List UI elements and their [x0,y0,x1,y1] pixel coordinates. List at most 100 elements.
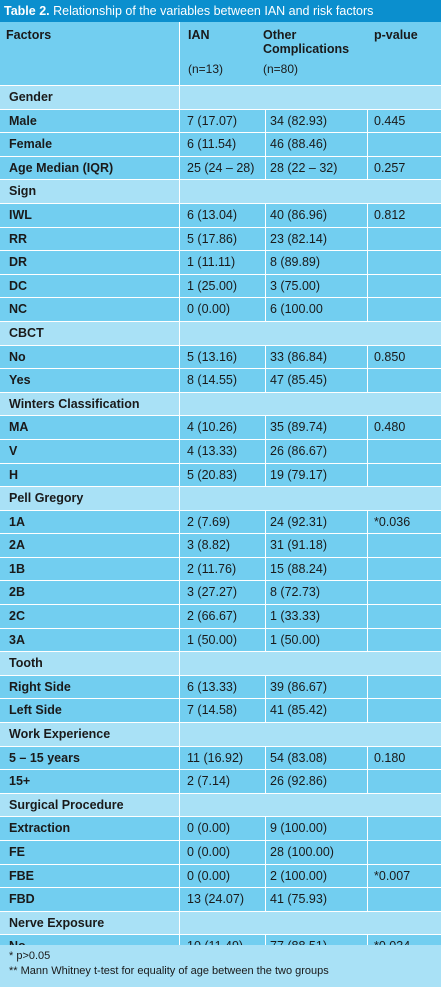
factor-cell: H [0,463,180,487]
ian-cell: 3 (27.27) [180,581,266,605]
header-factors: Factors [0,22,180,85]
table-row: No 5 (13.16) 33 (86.84) 0.850 [0,345,441,370]
pvalue-cell [368,275,441,298]
pvalue-cell: 0.812 [374,207,406,222]
pvalue-cell [368,817,441,840]
section-filler [180,86,441,109]
header-other-label: Other Complications [263,28,350,56]
other-cell: 54 (83.08) [266,746,368,770]
factor-cell: Extraction [0,817,180,840]
table-row: FBD 13 (24.07) 41 (75.93) [0,888,441,912]
other-cell: 1 (50.00) [266,628,368,652]
section-label: Winters Classification [0,392,180,416]
table-row: Yes 8 (14.55) 47 (85.45) [0,369,441,393]
table-row: 15+ 2 (7.14) 26 (92.86) [0,770,441,794]
section-label: Work Experience [0,723,180,746]
factor-cell: 15+ [0,770,180,793]
pvalue-cell [368,534,441,557]
section-filler [180,322,441,345]
table-row: FBE 0 (0.00) 2 (100.00) *0.007 [0,864,441,889]
factor-cell: Age Median (IQR) [0,156,180,180]
factor-cell: DC [0,274,180,298]
section-filler [180,393,441,416]
header-ian: IAN (n=13) [180,22,259,85]
section-label: Nerve Exposure [0,911,180,935]
section-label: Sign [0,180,180,203]
section-row: Sign [0,180,441,204]
ian-cell: 3 (8.82) [180,534,266,557]
factor-cell: 1B [0,557,180,581]
ian-cell: 5 (13.16) [180,345,266,369]
pvalue-cell [368,464,441,487]
section-filler [180,652,441,675]
table-row: Left Side 7 (14.58) 41 (85.42) [0,699,441,724]
other-cell: 41 (85.42) [266,699,368,723]
ian-cell: 2 (7.14) [180,770,266,793]
other-cell: 6 (100.00 [266,298,368,321]
ian-cell: 6 (11.54) [180,133,266,156]
pvalue-cell [368,581,441,604]
other-cell: 9 (100.00) [266,817,368,840]
other-cell: 41 (75.93) [266,888,368,911]
section-row: Pell Gregory [0,487,441,511]
section-row: Work Experience [0,723,441,747]
ian-cell: 0 (0.00) [180,864,266,888]
factor-cell: Female [0,133,180,156]
section-filler [180,912,441,935]
header-ian-label: IAN [188,28,210,42]
pvalue-cell [368,888,441,911]
table-row: IWL 6 (13.04) 40 (86.96) 0.812 [0,203,441,228]
factor-cell: Right Side [0,675,180,699]
ian-cell: 7 (17.07) [180,109,266,133]
ian-cell: 7 (14.58) [180,699,266,723]
factor-cell: FBD [0,888,180,911]
other-cell: 3 (75.00) [266,274,368,298]
section-row: Winters Classification [0,392,441,417]
pvalue-cell: 0.445 [374,113,406,128]
factor-cell: NC [0,298,180,321]
section-row: CBCT [0,321,441,346]
other-cell: 26 (86.67) [266,439,368,463]
other-cell: 34 (82.93) [266,109,368,133]
other-cell: 23 (82.14) [266,227,368,251]
table-row: Age Median (IQR) 25 (24 – 28) 28 (22 – 32)… [0,156,441,181]
pvalue-cell [368,841,441,864]
ian-cell: 1 (11.11) [180,251,266,274]
section-label: Surgical Procedure [0,793,180,817]
other-cell: 15 (88.24) [266,557,368,581]
other-cell: 31 (91.18) [266,534,368,557]
other-cell: 19 (79.17) [266,463,368,487]
other-cell: 1 (33.33) [266,605,368,628]
ian-cell: 8 (14.55) [180,369,266,392]
table-row: 2C 2 (66.67) 1 (33.33) [0,605,441,629]
pvalue-cell: *0.007 [374,868,411,883]
table-row: 5 – 15 years 11 (16.92) 54 (83.08) 0.180 [0,746,441,771]
other-cell: 8 (89.89) [266,251,368,274]
ian-cell: 13 (24.07) [180,888,266,911]
section-label: CBCT [0,321,180,345]
pvalue-cell [368,298,441,321]
pvalue-cell [368,770,441,793]
table-row: Male 7 (17.07) 34 (82.93) 0.445 [0,109,441,134]
ian-cell: 2 (11.76) [180,557,266,581]
factor-cell: 1A [0,510,180,534]
other-cell: 40 (86.96) [266,203,368,227]
table-title: Table 2. Relationship of the variables b… [0,0,441,22]
other-cell: 47 (85.45) [266,369,368,392]
section-label: Pell Gregory [0,487,180,510]
factor-cell: RR [0,227,180,251]
table-header: Factors IAN (n=13) Other Complications (… [0,22,441,86]
table-caption: Relationship of the variables between IA… [49,4,374,18]
factor-cell: FBE [0,864,180,888]
table-row: 2B 3 (27.27) 8 (72.73) [0,581,441,606]
other-cell: 39 (86.67) [266,675,368,699]
table-row: 2A 3 (8.82) 31 (91.18) [0,534,441,558]
ian-cell: 1 (50.00) [180,628,266,652]
pvalue-cell [368,369,441,392]
pvalue-cell [368,228,441,251]
other-cell: 26 (92.86) [266,770,368,793]
pvalue-cell [368,676,441,699]
table-row: FE 0 (0.00) 28 (100.00) [0,841,441,865]
